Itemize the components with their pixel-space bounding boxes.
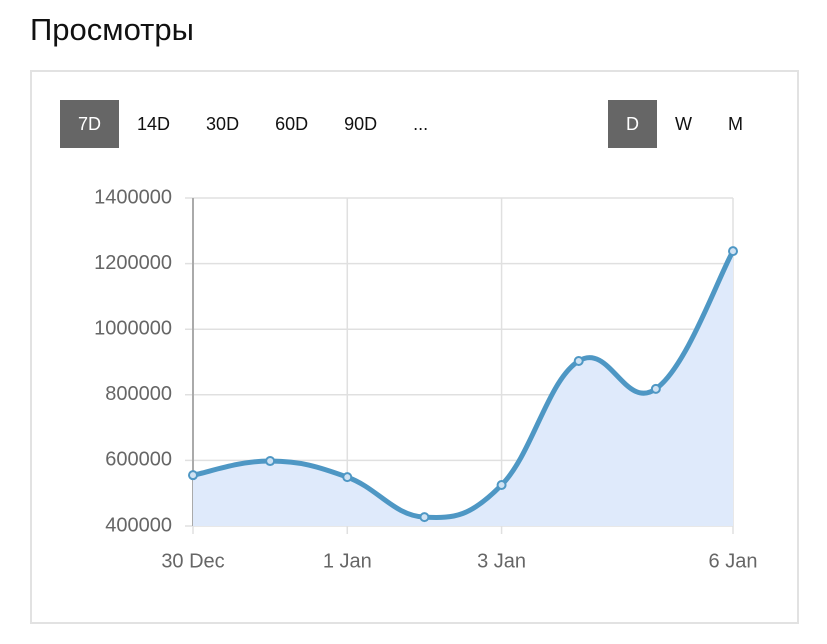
x-tick-label: 30 Dec <box>161 550 224 572</box>
point <box>728 246 738 257</box>
y-tick-label: 600000 <box>105 449 172 471</box>
tab[interactable]: 7D <box>60 100 120 148</box>
y-tick-label: 1200000 <box>94 252 172 274</box>
tab[interactable]: M <box>728 114 743 134</box>
area <box>193 251 733 527</box>
point <box>188 470 198 481</box>
point <box>496 480 507 490</box>
page-title: Просмотры <box>30 12 194 47</box>
x-tick-label: 6 Jan <box>709 550 758 572</box>
tab[interactable]: 60D <box>275 114 309 134</box>
point <box>265 456 276 467</box>
tab[interactable]: D <box>608 100 657 148</box>
tab[interactable]: ... <box>413 114 429 134</box>
tab[interactable]: 14D <box>137 114 171 134</box>
x-tick-label: 3 Jan <box>477 550 526 572</box>
y-tick-label: 400000 <box>105 514 172 536</box>
tab[interactable]: 30D <box>206 114 240 134</box>
point <box>573 356 584 367</box>
tab[interactable]: 90D <box>344 114 378 134</box>
point <box>419 512 430 523</box>
y-tick-label: 1000000 <box>94 317 172 339</box>
x-tick-label: 1 Jan <box>323 550 372 572</box>
chart-panel <box>30 70 799 624</box>
y-tick-label: 1400000 <box>94 186 172 208</box>
range-tabs: 7D 14D 30D 60D 90D... <box>60 100 446 148</box>
point <box>650 383 661 394</box>
point <box>342 472 353 483</box>
tab[interactable]: W <box>675 114 692 134</box>
y-tick-label: 800000 <box>105 383 172 405</box>
